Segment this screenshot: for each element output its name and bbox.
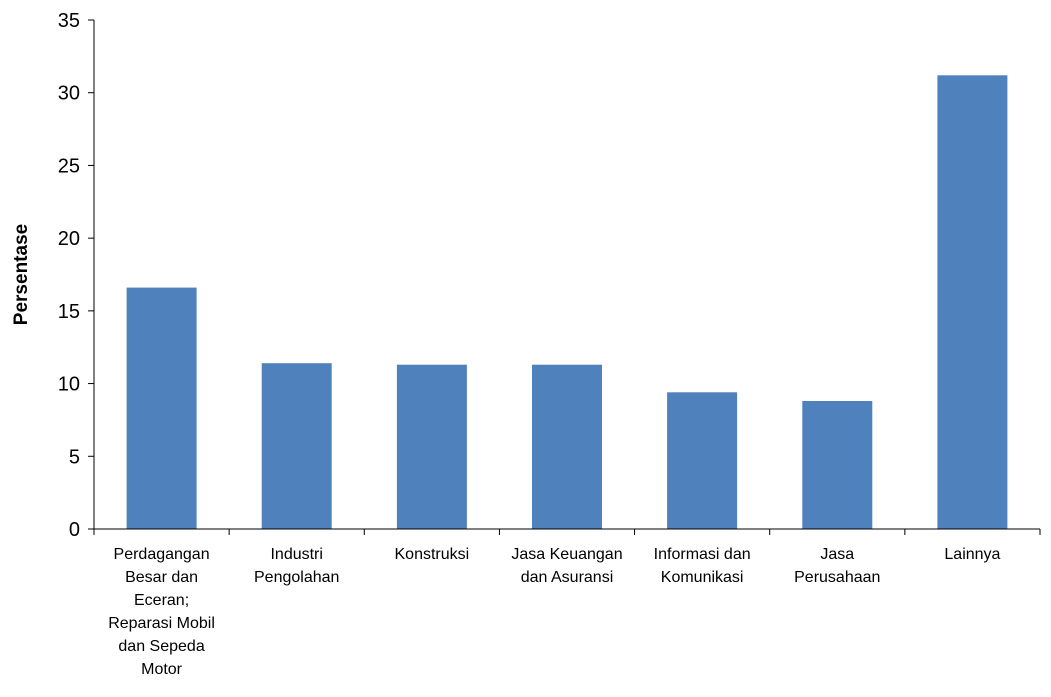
y-tick-label: 30 bbox=[58, 83, 80, 105]
bar-2 bbox=[261, 363, 332, 529]
y-tick-label: 25 bbox=[58, 155, 80, 177]
bar-5 bbox=[667, 392, 738, 529]
y-tick-label: 15 bbox=[58, 301, 80, 323]
y-tick-label: 20 bbox=[58, 228, 80, 250]
x-tick-label: Perdagangan Besar dan Eceran; Reparasi Mobi… bbox=[108, 546, 215, 678]
labels-layer: 0 5 10 15 20 25 30 35 Perdagangan Besar dan Eceran… bbox=[58, 10, 1001, 678]
y-tick-label: 5 bbox=[69, 446, 80, 468]
bar-4 bbox=[532, 364, 602, 529]
y-axis-label: Persentase bbox=[11, 224, 32, 325]
x-tick-label: Lainnya bbox=[944, 546, 1000, 563]
x-tick-label: Konstruksi bbox=[395, 546, 470, 563]
x-tick-label: Jasa Keuangan dan Asuransi bbox=[511, 546, 622, 586]
axes-layer bbox=[88, 19, 1041, 535]
x-tick-label: Jasa Perusahaan bbox=[794, 546, 880, 586]
bar-3 bbox=[396, 364, 467, 529]
bars-layer bbox=[126, 75, 1008, 530]
bar-7 bbox=[937, 75, 1008, 530]
x-tick-label: Industri Pengolahan bbox=[254, 546, 339, 586]
y-tick-label: 35 bbox=[58, 10, 80, 32]
bar-1 bbox=[126, 287, 197, 529]
y-tick-label: 10 bbox=[58, 374, 80, 396]
bar-6 bbox=[802, 401, 873, 529]
x-tick-label: Informasi dan Komunikasi bbox=[654, 546, 751, 586]
y-tick-label: 0 bbox=[69, 519, 80, 541]
